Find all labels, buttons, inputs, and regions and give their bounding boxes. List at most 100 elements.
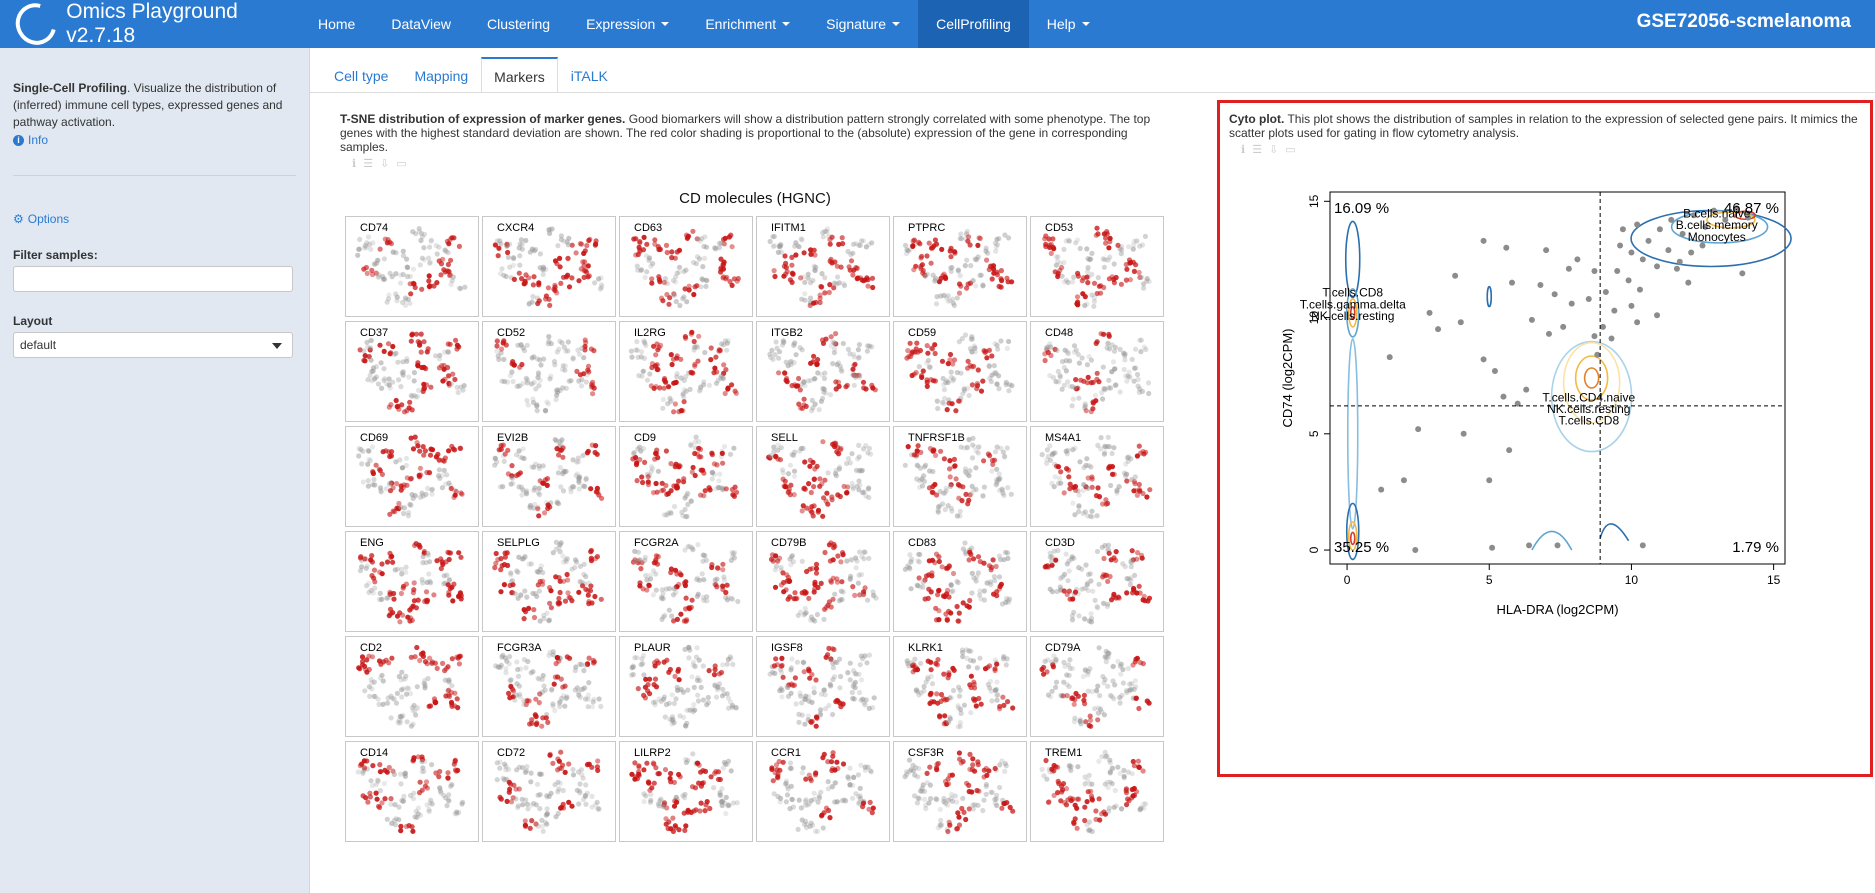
marker-plot-lilrp2[interactable]: LILRP2 <box>619 741 753 842</box>
tsne-point <box>387 385 393 391</box>
tsne-point <box>981 484 987 490</box>
marker-plot-cd63[interactable]: CD63 <box>619 216 753 317</box>
info-icon[interactable]: ℹ <box>1241 144 1246 156</box>
marker-plot-il2rg[interactable]: IL2RG <box>619 321 753 422</box>
tsne-point <box>1047 457 1053 463</box>
marker-gene-label: PTPRC <box>908 222 946 234</box>
tsne-point <box>1082 804 1088 810</box>
marker-plot-cd69[interactable]: CD69 <box>345 426 479 527</box>
info-icon[interactable]: ℹ <box>352 158 357 170</box>
marker-plot-cd3d[interactable]: CD3D <box>1030 531 1164 632</box>
marker-plot-cd48[interactable]: CD48 <box>1030 321 1164 422</box>
nav-item-expression[interactable]: Expression <box>568 0 687 48</box>
marker-plot-ms4a1[interactable]: MS4A1 <box>1030 426 1164 527</box>
marker-plot-trem1[interactable]: TREM1 <box>1030 741 1164 842</box>
nav-item-clustering[interactable]: Clustering <box>469 0 568 48</box>
tsne-point <box>439 485 445 491</box>
tsne-point <box>412 493 418 499</box>
settings-icon[interactable]: ☰ <box>363 158 374 170</box>
tsne-point <box>993 244 999 250</box>
marker-plot-igsf8[interactable]: IGSF8 <box>756 636 890 737</box>
tsne-point <box>802 297 808 303</box>
info-link[interactable]: i Info <box>13 133 296 147</box>
marker-plot-ptprc[interactable]: PTPRC <box>893 216 1027 317</box>
marker-plot-eng[interactable]: ENG <box>345 531 479 632</box>
tsne-point <box>976 235 982 241</box>
marker-plot-cd9[interactable]: CD9 <box>619 426 753 527</box>
tsne-point <box>716 484 722 491</box>
tsne-point <box>369 559 375 565</box>
marker-plot-cd72[interactable]: CD72 <box>482 741 616 842</box>
tsne-point <box>856 801 862 807</box>
layout-select[interactable]: default <box>13 332 293 358</box>
marker-plot-cd83[interactable]: CD83 <box>893 531 1027 632</box>
marker-plot-evi2b[interactable]: EVI2B <box>482 426 616 527</box>
tsne-point <box>1102 781 1108 787</box>
tsne-point <box>1128 686 1134 692</box>
tsne-point <box>678 611 684 617</box>
marker-plot-tnfrsf1b[interactable]: TNFRSF1B <box>893 426 1027 527</box>
nav-item-home[interactable]: Home <box>300 0 373 48</box>
fullscreen-icon[interactable]: ▭ <box>396 158 407 170</box>
marker-plot-selplg[interactable]: SELPLG <box>482 531 616 632</box>
tsne-point <box>396 673 402 680</box>
sample-point <box>1460 430 1467 437</box>
marker-plot-klrk1[interactable]: KLRK1 <box>893 636 1027 737</box>
tsne-point <box>948 795 954 801</box>
tsne-point <box>534 408 540 414</box>
tsne-point <box>975 242 981 248</box>
marker-plot-fcgr3a[interactable]: FCGR3A <box>482 636 616 737</box>
settings-icon[interactable]: ☰ <box>1252 144 1263 156</box>
tsne-point <box>1134 238 1140 244</box>
tab-markers[interactable]: Markers <box>481 57 558 92</box>
marker-plot-cxcr4[interactable]: CXCR4 <box>482 216 616 317</box>
nav-item-signature[interactable]: Signature <box>808 0 918 48</box>
tsne-point <box>429 660 435 666</box>
options-toggle[interactable]: ⚙ Options <box>13 212 296 226</box>
tsne-point <box>828 334 834 340</box>
tab-cell-type[interactable]: Cell type <box>334 68 389 84</box>
tsne-point <box>674 485 680 491</box>
marker-plot-cd52[interactable]: CD52 <box>482 321 616 422</box>
download-icon[interactable]: ⇩ <box>1269 144 1279 156</box>
tab-italk[interactable]: iTALK <box>570 68 608 84</box>
marker-plot-csf3r[interactable]: CSF3R <box>893 741 1027 842</box>
download-icon[interactable]: ⇩ <box>380 158 390 170</box>
marker-plot-cd53[interactable]: CD53 <box>1030 216 1164 317</box>
tsne-point <box>1107 254 1113 260</box>
tsne-point <box>957 706 964 713</box>
tsne-point <box>1102 387 1108 393</box>
tsne-point <box>1077 459 1083 465</box>
nav-item-cellprofiling[interactable]: CellProfiling <box>918 0 1029 48</box>
tsne-point <box>983 791 989 797</box>
fullscreen-icon[interactable]: ▭ <box>1285 144 1296 156</box>
nav-item-enrichment[interactable]: Enrichment <box>687 0 808 48</box>
marker-plot-ccr1[interactable]: CCR1 <box>756 741 890 842</box>
marker-plot-cd74[interactable]: CD74 <box>345 216 479 317</box>
tsne-point <box>731 445 737 451</box>
nav-item-help[interactable]: Help <box>1029 0 1108 48</box>
marker-plot-itgb2[interactable]: ITGB2 <box>756 321 890 422</box>
marker-plot-cd59[interactable]: CD59 <box>893 321 1027 422</box>
nav-item-dataview[interactable]: DataView <box>373 0 469 48</box>
tab-mapping[interactable]: Mapping <box>414 68 469 84</box>
marker-plot-fcgr2a[interactable]: FCGR2A <box>619 531 753 632</box>
marker-plot-cd79b[interactable]: CD79B <box>756 531 890 632</box>
marker-plot-sell[interactable]: SELL <box>756 426 890 527</box>
tsne-point <box>1010 705 1016 711</box>
filter-samples-input[interactable] <box>13 266 293 292</box>
tsne-point <box>670 277 677 284</box>
brand[interactable]: Omics Playground v2.7.18 <box>0 0 300 53</box>
app-title: Omics Playground v2.7.18 <box>66 0 238 47</box>
tsne-point <box>446 448 452 454</box>
marker-plot-plaur[interactable]: PLAUR <box>619 636 753 737</box>
marker-plot-cd2[interactable]: CD2 <box>345 636 479 737</box>
marker-plot-cd37[interactable]: CD37 <box>345 321 479 422</box>
tsne-point <box>865 597 871 603</box>
marker-plot-cd14[interactable]: CD14 <box>345 741 479 842</box>
marker-plot-cd79a[interactable]: CD79A <box>1030 636 1164 737</box>
tsne-point <box>1053 764 1059 770</box>
marker-plot-ifitm1[interactable]: IFITM1 <box>756 216 890 317</box>
tsne-point <box>721 574 727 580</box>
